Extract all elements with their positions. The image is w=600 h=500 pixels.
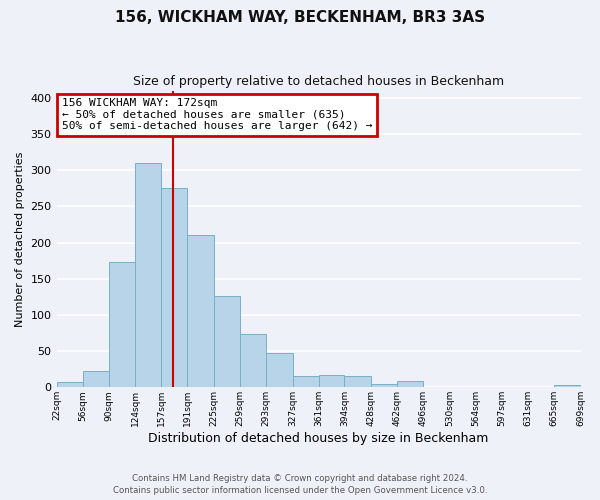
Title: Size of property relative to detached houses in Beckenham: Size of property relative to detached ho… <box>133 75 504 88</box>
Bar <box>240 334 266 388</box>
Bar <box>266 354 293 388</box>
Bar <box>319 375 344 388</box>
Bar <box>109 262 136 388</box>
Text: 156, WICKHAM WAY, BECKENHAM, BR3 3AS: 156, WICKHAM WAY, BECKENHAM, BR3 3AS <box>115 10 485 25</box>
Bar <box>161 188 187 388</box>
Y-axis label: Number of detached properties: Number of detached properties <box>15 151 25 326</box>
Bar <box>554 385 581 388</box>
Bar <box>136 163 161 388</box>
Bar <box>187 234 214 388</box>
Bar <box>476 386 502 388</box>
X-axis label: Distribution of detached houses by size in Beckenham: Distribution of detached houses by size … <box>148 432 489 445</box>
Bar <box>293 376 319 388</box>
Text: 156 WICKHAM WAY: 172sqm
← 50% of detached houses are smaller (635)
50% of semi-d: 156 WICKHAM WAY: 172sqm ← 50% of detache… <box>62 98 372 131</box>
Bar <box>424 386 450 388</box>
Bar <box>214 296 240 388</box>
Text: Contains HM Land Registry data © Crown copyright and database right 2024.
Contai: Contains HM Land Registry data © Crown c… <box>113 474 487 495</box>
Bar <box>371 384 397 388</box>
Bar <box>344 376 371 388</box>
Bar <box>83 372 109 388</box>
Bar <box>397 381 424 388</box>
Bar <box>56 382 83 388</box>
